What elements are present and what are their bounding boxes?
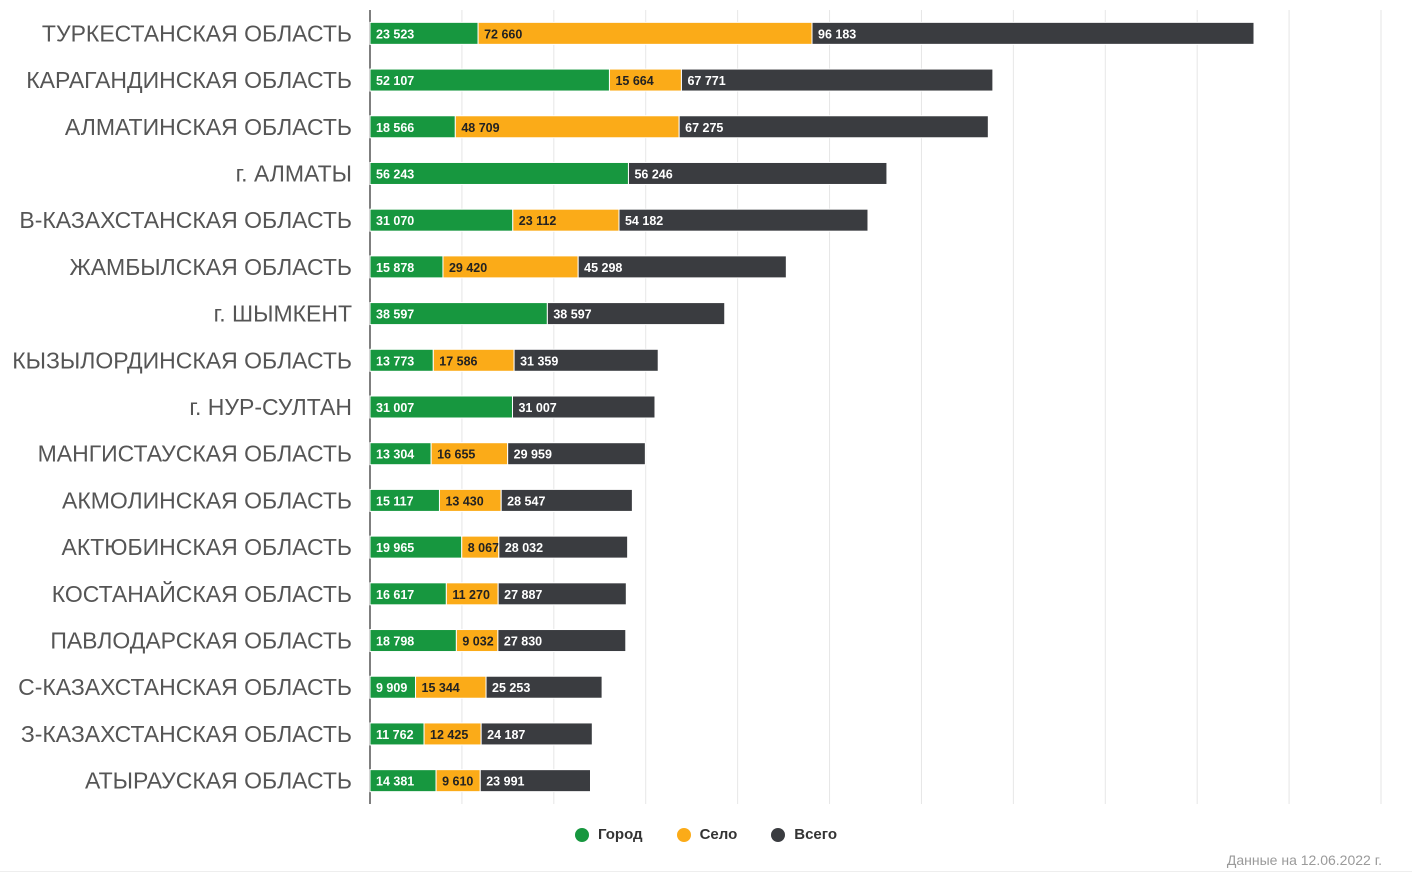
bar-value-label-city: 31 007 [376, 401, 414, 415]
bar-value-label-village: 9 610 [442, 775, 473, 789]
bar-value-label-city: 31 070 [376, 214, 414, 228]
bar-value-label-village: 11 270 [452, 588, 490, 602]
category-label: КОСТАНАЙСКАЯ ОБЛАСТЬ [52, 580, 352, 607]
category-label: АКТЮБИНСКАЯ ОБЛАСТЬ [61, 534, 352, 560]
category-label: КЫЗЫЛОРДИНСКАЯ ОБЛАСТЬ [12, 347, 352, 373]
bar-value-label-total: 67 275 [685, 121, 723, 135]
category-label: АКМОЛИНСКАЯ ОБЛАСТЬ [62, 487, 352, 513]
bar-value-label-city: 18 566 [376, 121, 414, 135]
bottom-divider [0, 871, 1412, 872]
bar-value-label-city: 13 304 [376, 448, 414, 462]
bar-segment-total[interactable] [546, 302, 726, 326]
bar-value-label-total: 45 298 [584, 261, 622, 275]
bar-segment-total[interactable] [479, 769, 591, 793]
bar-value-label-city: 14 381 [376, 775, 414, 789]
bar-value-label-city: 19 965 [376, 541, 414, 555]
category-label: МАНГИСТАУСКАЯ ОБЛАСТЬ [38, 441, 352, 467]
bar-segment-total[interactable] [497, 582, 627, 606]
data-date-note: Данные на 12.06.2022 г. [1226, 852, 1382, 868]
category-label: В-КАЗАХСТАНСКАЯ ОБЛАСТЬ [19, 207, 352, 233]
bar-value-label-total: 28 032 [505, 541, 543, 555]
bar-value-label-total: 31 007 [518, 401, 556, 415]
bar-segment-total[interactable] [498, 535, 629, 559]
bar-value-label-village: 29 420 [449, 261, 487, 275]
category-label: АЛМАТИНСКАЯ ОБЛАСТЬ [65, 114, 352, 140]
bar-segment-total[interactable] [500, 488, 633, 512]
bar-value-label-city: 56 243 [376, 167, 414, 181]
bar-value-label-total: 96 183 [818, 27, 856, 41]
bar-value-label-total: 24 187 [487, 728, 525, 742]
bar-value-label-village: 48 709 [461, 121, 499, 135]
legend: Город Село Всего [0, 826, 1412, 843]
legend-marker-total [771, 827, 786, 842]
bar-value-label-village: 9 032 [462, 635, 493, 649]
category-label: КАРАГАНДИНСКАЯ ОБЛАСТЬ [26, 67, 352, 93]
legend-item-city[interactable]: Город [575, 826, 643, 843]
bar-segment-total[interactable] [680, 68, 994, 92]
bar-value-label-village: 72 660 [484, 27, 522, 41]
bar-value-label-city: 11 762 [376, 728, 414, 742]
bars: 23 523 72 660 96 183 52 107 15 664 67 771 18 5… [369, 21, 1255, 793]
bar-value-label-city: 9 909 [376, 681, 407, 695]
bar-value-label-total: 56 246 [634, 167, 672, 181]
bar-segment-total[interactable] [678, 115, 989, 139]
bar-segment-total[interactable] [511, 395, 656, 419]
bar-value-label-village: 15 344 [422, 681, 460, 695]
legend-item-village[interactable]: Село [676, 826, 738, 843]
legend-label-city: Город [598, 826, 643, 843]
bar-value-label-village: 23 112 [519, 214, 557, 228]
bar-value-label-city: 18 798 [376, 635, 414, 649]
bar-value-label-total: 25 253 [492, 681, 530, 695]
bar-segment-total[interactable] [507, 442, 646, 466]
bar-value-label-city: 16 617 [376, 588, 414, 602]
bar-value-label-village: 12 425 [430, 728, 468, 742]
bar-value-label-total: 27 887 [504, 588, 542, 602]
bar-value-label-total: 29 959 [514, 448, 552, 462]
category-label: ЖАМБЫЛСКАЯ ОБЛАСТЬ [69, 254, 352, 280]
bar-value-label-total: 38 597 [553, 308, 591, 322]
category-label: ТУРКЕСТАНСКАЯ ОБЛАСТЬ [42, 20, 352, 46]
bar-value-label-total: 28 547 [507, 494, 545, 508]
category-label: АТЫРАУСКАЯ ОБЛАСТЬ [85, 768, 352, 794]
bar-value-label-total: 67 771 [687, 74, 725, 88]
category-label: г. ШЫМКЕНТ [214, 301, 352, 327]
bar-segment-total[interactable] [497, 629, 627, 653]
legend-label-total: Всего [794, 826, 837, 843]
category-label: г. НУР-СУЛТАН [189, 394, 352, 420]
bar-value-label-total: 27 830 [504, 635, 542, 649]
bar-segment-total[interactable] [577, 255, 787, 279]
legend-item-total[interactable]: Всего [771, 826, 837, 843]
bar-segment-total[interactable] [627, 161, 888, 185]
bar-value-label-total: 31 359 [520, 354, 558, 368]
bar-value-label-city: 15 878 [376, 261, 414, 275]
bar-value-label-village: 8 067 [468, 541, 499, 555]
bar-segment-total[interactable] [811, 21, 1255, 45]
bar-value-label-city: 38 597 [376, 308, 414, 322]
bar-value-label-city: 13 773 [376, 354, 414, 368]
bar-value-label-city: 23 523 [376, 27, 414, 41]
bar-segment-village[interactable] [477, 21, 813, 45]
bar-value-label-village: 17 586 [439, 354, 477, 368]
bar-value-label-village: 13 430 [445, 494, 483, 508]
category-label: г. АЛМАТЫ [236, 160, 352, 186]
bar-segment-total[interactable] [618, 208, 869, 232]
grid-lines [369, 10, 1382, 804]
category-label: ПАВЛОДАРСКАЯ ОБЛАСТЬ [50, 628, 352, 654]
bar-segment-total[interactable] [480, 722, 593, 746]
bar-value-label-village: 15 664 [615, 74, 653, 88]
bar-value-label-city: 52 107 [376, 74, 414, 88]
legend-label-village: Село [699, 826, 738, 843]
category-label: З-КАЗАХСТАНСКАЯ ОБЛАСТЬ [21, 721, 352, 747]
legend-marker-city [575, 827, 589, 842]
bar-value-label-village: 16 655 [437, 448, 475, 462]
category-label: С-КАЗАХСТАНСКАЯ ОБЛАСТЬ [18, 674, 352, 700]
bar-value-label-total: 23 991 [486, 775, 524, 789]
bar-segment-total[interactable] [485, 675, 603, 699]
bar-segment-total[interactable] [513, 348, 659, 372]
bar-value-label-city: 15 117 [376, 494, 414, 508]
legend-marker-village [676, 827, 691, 842]
bar-value-label-total: 54 182 [625, 214, 663, 228]
category-labels: ТУРКЕСТАНСКАЯ ОБЛАСТЬ КАРАГАНДИНСКАЯ ОБЛА… [12, 20, 352, 793]
